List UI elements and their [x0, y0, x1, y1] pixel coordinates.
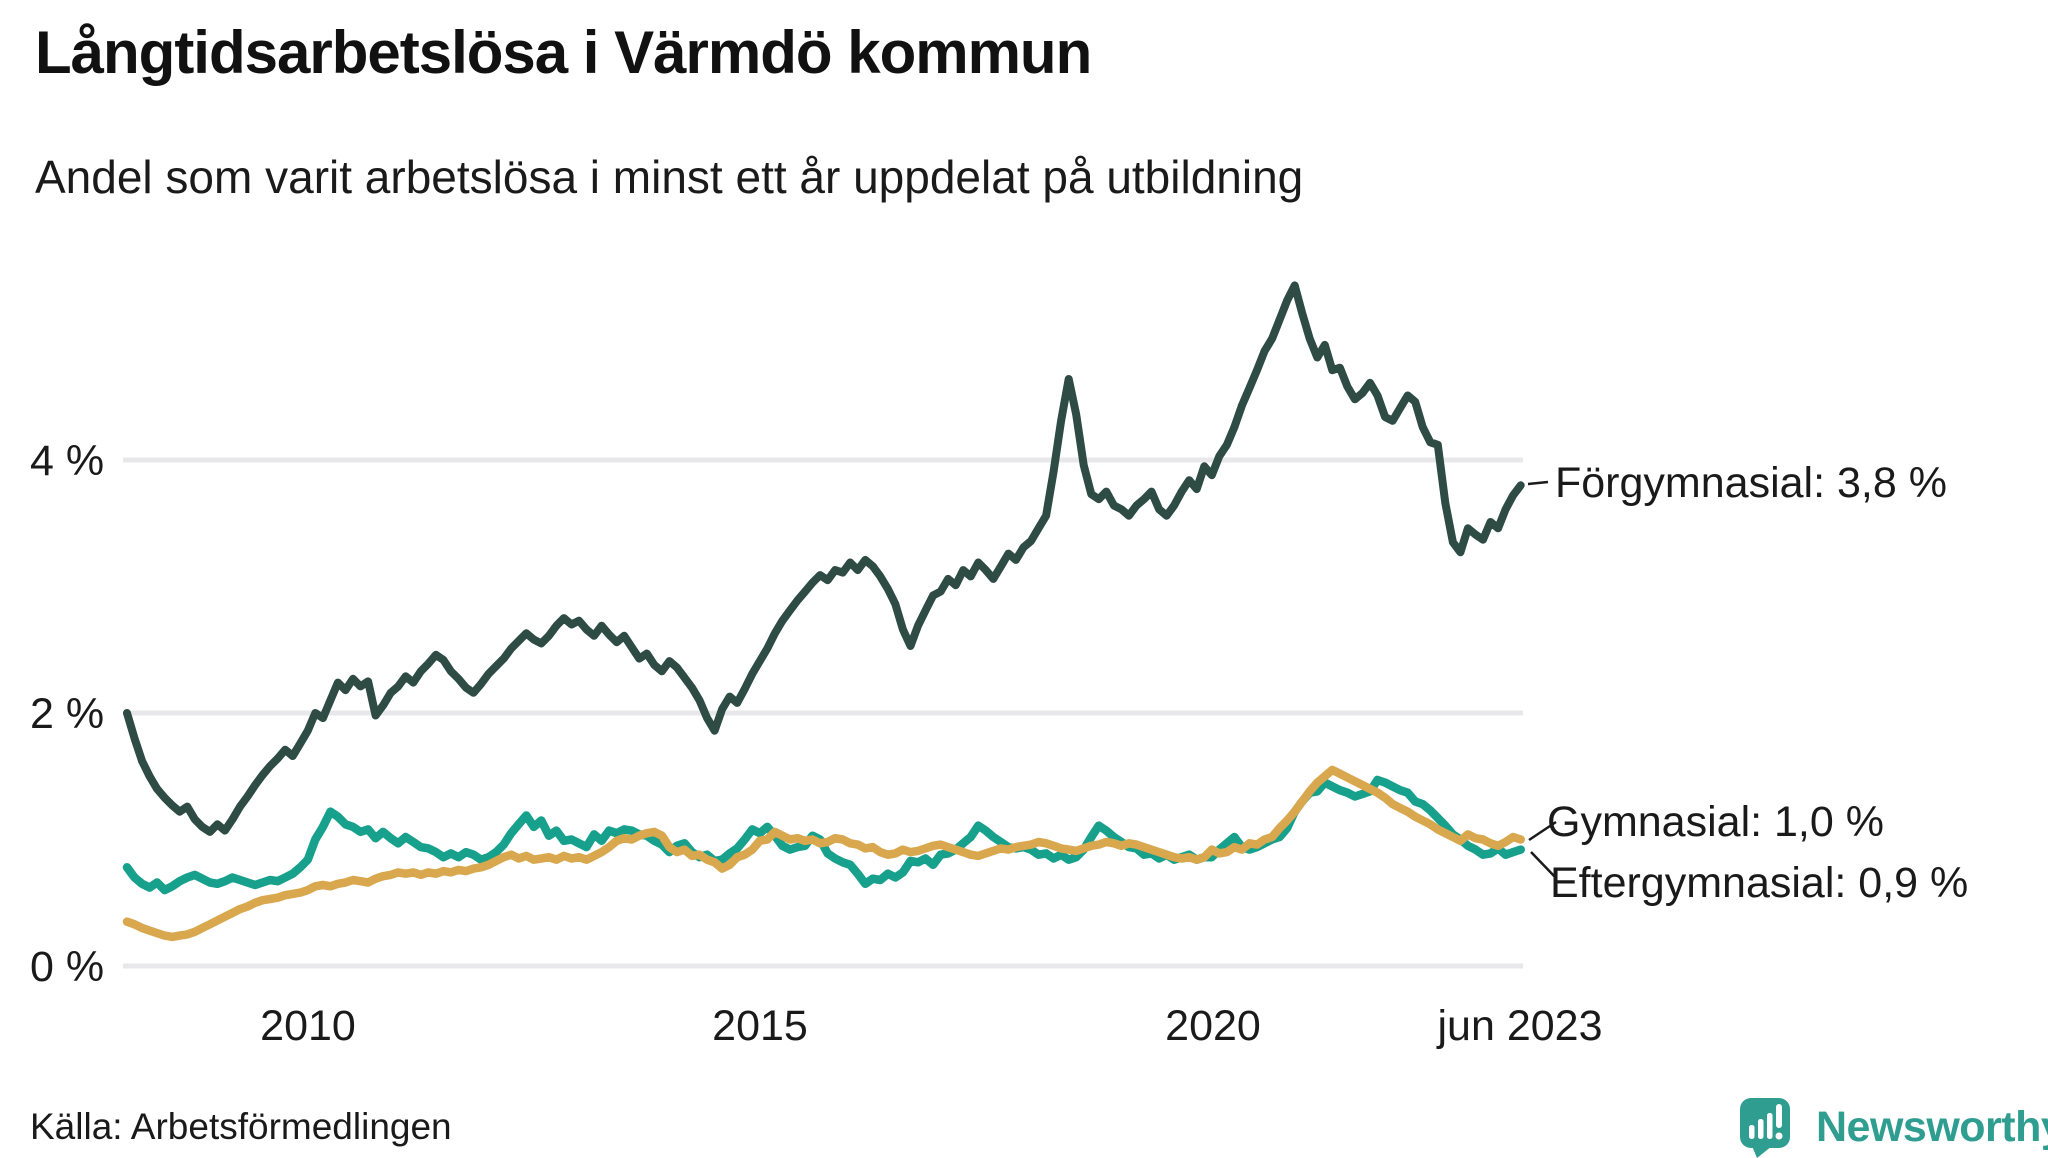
x-tick-label-2010: 2010: [260, 1002, 356, 1050]
x-tick-label-2020: 2020: [1165, 1002, 1261, 1050]
x-tick-label-jun2023: jun 2023: [1437, 1002, 1603, 1050]
newsworthy-logo: Newsworthy: [1738, 1094, 2048, 1158]
y-tick-label-2: 2 %: [30, 690, 105, 738]
leader-line-eftergymnasial: [1530, 851, 1557, 879]
speech-bubble-bar-chart-icon: [1740, 1098, 1790, 1158]
newsworthy-logo-text: Newsworthy: [1816, 1102, 2048, 1151]
page-title: Långtidsarbetslösa i Värmdö kommun: [35, 19, 1092, 86]
series-line-gymnasial: [122, 765, 1525, 942]
x-tick-label-2015: 2015: [712, 1002, 808, 1050]
annotation-eftergymnasial: Eftergymnasial: 0,9 %: [1550, 859, 1969, 907]
y-tick-label-0: 0 %: [30, 943, 105, 991]
annotation-forgymnasial: Förgymnasial: 3,8 %: [1555, 459, 1947, 507]
page-subtitle: Andel som varit arbetslösa i minst ett å…: [35, 151, 1304, 203]
leader-line-forgymnasial: [1527, 480, 1549, 486]
y-tick-label-4: 4 %: [30, 437, 105, 485]
source-note: Källa: Arbetsförmedlingen: [30, 1106, 452, 1147]
annotation-gymnasial: Gymnasial: 1,0 %: [1547, 798, 1884, 846]
leader-line-gymnasial: [1528, 820, 1557, 842]
series-line-eftergymnasial: [122, 775, 1525, 895]
series-line-forgymnasial: [123, 281, 1525, 836]
